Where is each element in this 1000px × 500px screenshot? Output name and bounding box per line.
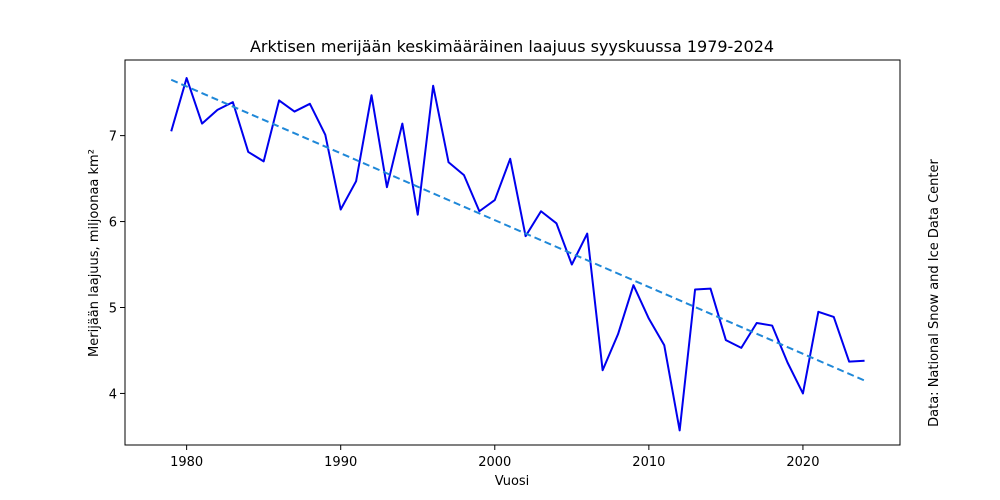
y-tick-label: 5 (109, 302, 117, 317)
y-tick-label: 4 (109, 387, 117, 402)
x-axis-ticks: 1980 1990 2000 2010 2020 (170, 445, 819, 470)
x-tick-label: 2010 (632, 455, 665, 470)
y-tick-label: 7 (109, 130, 117, 145)
plot-area-frame (124, 59, 901, 446)
y-tick-label: 6 (109, 216, 117, 231)
trend-line (170, 78, 865, 382)
data-points-layer (170, 77, 865, 431)
chart-title: Arktisen merijään keskimääräinen laajuus… (250, 37, 774, 56)
y-axis-label: Merijään laajuus, miljoonaa km² (87, 149, 102, 357)
x-axis-label: Vuosi (495, 474, 530, 489)
x-tick-label: 1980 (170, 455, 203, 470)
sea-ice-extent-line (170, 77, 865, 432)
x-tick-label: 2000 (478, 455, 511, 470)
x-tick-label: 1990 (324, 455, 357, 470)
x-tick-label: 2020 (786, 455, 819, 470)
series-layer (170, 77, 865, 432)
y-axis-ticks: 4 5 6 7 (109, 130, 125, 402)
source-note: Data: National Snow and Ice Data Center (927, 159, 942, 427)
